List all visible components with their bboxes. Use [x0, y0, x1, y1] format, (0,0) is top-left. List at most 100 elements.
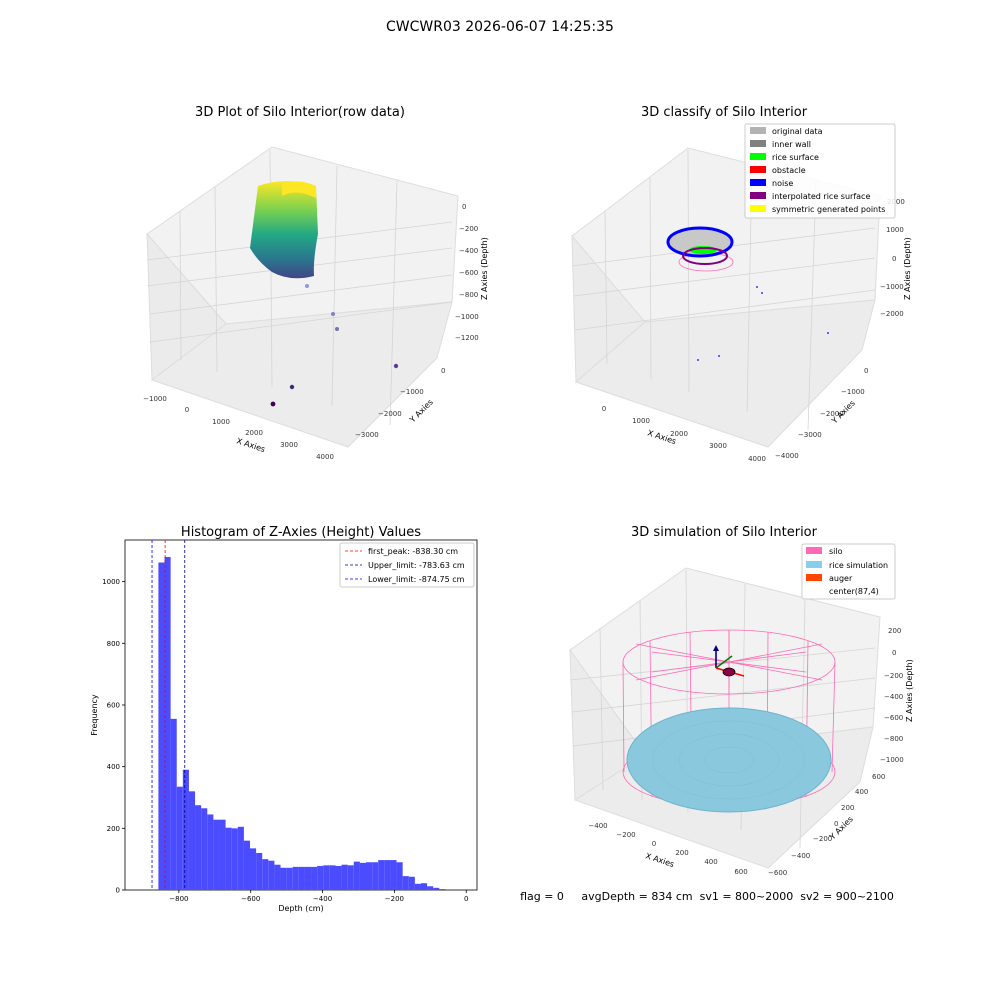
classify-z-label: Z Axies (Depth): [903, 237, 912, 300]
histogram-bar: [286, 867, 293, 890]
raw-ytick: −1000: [400, 388, 424, 396]
raw-xtick: 1000: [212, 418, 230, 426]
legend-label-obstacle: obstacle: [772, 166, 806, 175]
histogram-bar: [164, 556, 171, 890]
simulation-ztick: −400: [884, 693, 903, 701]
simulation-xtick: −200: [616, 831, 635, 839]
histogram-x-tick-label: −200: [385, 895, 404, 903]
histogram-bar: [378, 860, 385, 890]
classify-ztick: −2000: [880, 310, 904, 318]
histogram-x-ticks: −800 −600 −400 −200 0: [169, 890, 468, 903]
classify-xtick: 0: [602, 405, 606, 413]
simulation-ytick: 400: [855, 788, 868, 796]
histogram-bar: [427, 886, 434, 890]
raw-point-cloud: [250, 181, 318, 279]
raw-floor-pane: [150, 301, 453, 448]
histogram-panel: Histogram of Z-Axies (Height) Values −80…: [90, 525, 478, 913]
histogram-bar: [170, 718, 177, 890]
legend-label-inner-wall: inner wall: [772, 140, 811, 149]
raw-ztick: −200: [459, 225, 478, 233]
classify-xtick: 4000: [748, 455, 766, 463]
histogram-bar: [414, 883, 421, 890]
histogram-bar: [243, 840, 250, 890]
classify-legend: original data inner wall rice surface ob…: [744, 123, 896, 219]
histogram-title: Histogram of Z-Axies (Height) Values: [181, 525, 421, 540]
histogram-y-ticks: 0 200 400 600 800 1000: [102, 578, 125, 895]
classify-ytick: −4000: [775, 452, 799, 460]
simulation-ztick: 200: [888, 627, 901, 635]
raw-x-label: X Axies: [235, 436, 266, 454]
histogram-y-label: Frequency: [90, 694, 99, 736]
auger-marker: [713, 645, 745, 677]
raw-ztick: −600: [459, 269, 478, 277]
histogram-bar: [207, 814, 214, 890]
classify-ytick: −1000: [841, 388, 865, 396]
histogram-y-tick-label: 1000: [102, 578, 120, 586]
raw-outlier-points: [270, 284, 399, 407]
simulation-ytick: −200: [813, 835, 832, 843]
histogram-bar: [420, 883, 428, 890]
histogram-bar: [298, 866, 305, 890]
legend-swatch-interpolated: [750, 192, 766, 199]
histogram-bar: [366, 862, 373, 890]
histogram-bar: [176, 786, 183, 890]
legend-label-symmetric: symmetric generated points: [772, 205, 885, 214]
classify-ztick: −1000: [880, 283, 904, 291]
histogram-bar: [317, 865, 324, 890]
histogram-bar: [311, 866, 318, 890]
raw-panel-title: 3D Plot of Silo Interior(row data): [195, 105, 405, 120]
histogram-x-tick-label: −800: [169, 895, 188, 903]
simulation-xtick: 600: [734, 868, 747, 876]
legend-label-rice-simulation: rice simulation: [829, 561, 888, 570]
legend-label-noise: noise: [772, 179, 793, 188]
histogram-bar: [182, 769, 189, 890]
histogram-bar: [231, 828, 238, 890]
raw-ztick: −1000: [455, 313, 479, 321]
raw-ytick: −3000: [355, 431, 379, 439]
simulation-xtick: 200: [675, 849, 688, 857]
legend-swatch-rice-simulation: [806, 561, 822, 568]
legend-label-auger: auger: [829, 574, 853, 583]
histogram-x-label: Depth (cm): [278, 904, 323, 913]
histogram-bar: [219, 819, 226, 890]
histogram-bar: [213, 819, 220, 890]
classify-xtick: 2000: [670, 430, 688, 438]
legend-swatch-obstacle: [750, 166, 766, 173]
raw-ztick: −1200: [455, 334, 479, 342]
simulation-ztick: 0: [892, 649, 896, 657]
legend-label-original: original data: [772, 127, 823, 136]
classify-interpolated-surface: [682, 247, 728, 265]
histogram-bar: [384, 860, 391, 890]
histogram-y-tick-label: 0: [116, 887, 120, 895]
histogram-bar: [268, 860, 275, 890]
histogram-bar: [249, 848, 257, 890]
histogram-bar: [201, 808, 208, 890]
histogram-bar: [262, 859, 269, 890]
raw-xtick: 2000: [245, 429, 263, 437]
histogram-bar: [195, 805, 202, 890]
rice-simulation-mesh: [652, 720, 806, 800]
legend-label-center: center(87,4): [829, 587, 879, 596]
histogram-bar: [353, 861, 360, 890]
classify-3d-panel: 3D classify of Silo Interior 0 1000 2000…: [571, 105, 912, 463]
histogram-bar: [323, 865, 330, 890]
rice-simulation-surface: [626, 707, 832, 813]
histogram-x-tick-label: −400: [313, 895, 332, 903]
simulation-ytick: 600: [872, 773, 885, 781]
histogram-bar: [439, 889, 446, 890]
classify-ztick: 0: [892, 255, 896, 263]
histogram-bar: [359, 862, 367, 890]
simulation-ytick: 0: [834, 820, 838, 828]
simulation-xtick: 0: [652, 840, 656, 848]
simulation-xtick: 400: [704, 858, 717, 866]
histogram-bar: [433, 887, 440, 890]
histogram-y-tick-label: 600: [107, 701, 120, 709]
histogram-x-tick-label: −600: [241, 895, 260, 903]
legend-label-interpolated: interpolated rice surface: [772, 192, 870, 201]
simulation-xtick: −400: [588, 822, 607, 830]
simulation-ytick: −400: [791, 852, 810, 860]
legend-swatch-auger: [806, 574, 822, 581]
legend-swatch-symmetric: [750, 205, 766, 212]
histogram-bar: [335, 865, 342, 890]
